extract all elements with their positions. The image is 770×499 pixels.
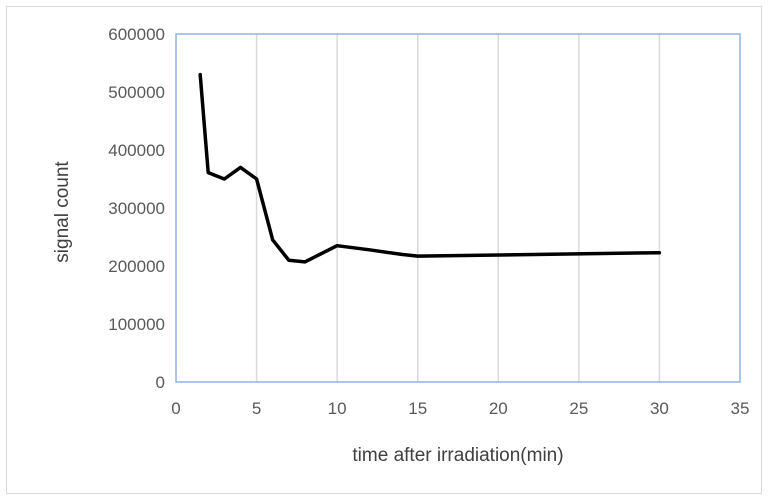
- y-tick-label-5: 500000: [108, 83, 165, 102]
- y-tick-label-0: 0: [156, 373, 165, 392]
- y-tick-label-3: 300000: [108, 199, 165, 218]
- gridlines: [255, 34, 661, 382]
- x-tick-label-6: 30: [650, 399, 669, 418]
- x-tick-label-2: 10: [328, 399, 347, 418]
- series-line-0: [198, 72, 662, 264]
- y-tick-label-2: 200000: [108, 257, 165, 276]
- y-tick-label-6: 600000: [108, 25, 165, 44]
- x-tick-labels: 0 5 10 15 20 25 30 35: [171, 399, 749, 418]
- x-axis-title: time after irradiation(min): [352, 445, 563, 466]
- x-tick-label-1: 5: [252, 399, 261, 418]
- x-tick-label-3: 15: [408, 399, 427, 418]
- x-tick-label-7: 35: [731, 399, 750, 418]
- x-tick-label-4: 20: [489, 399, 508, 418]
- x-tick-label-5: 25: [569, 399, 588, 418]
- y-tick-label-1: 100000: [108, 315, 165, 334]
- y-tick-label-4: 400000: [108, 141, 165, 160]
- plot-area-border: [175, 33, 741, 383]
- series-layer: [198, 72, 662, 264]
- y-tick-labels: 0 100000 200000 300000 400000 500000 600000: [108, 25, 165, 392]
- y-axis-title: signal count: [52, 161, 73, 263]
- chart-frame: [6, 6, 762, 494]
- x-tick-label-0: 0: [171, 399, 180, 418]
